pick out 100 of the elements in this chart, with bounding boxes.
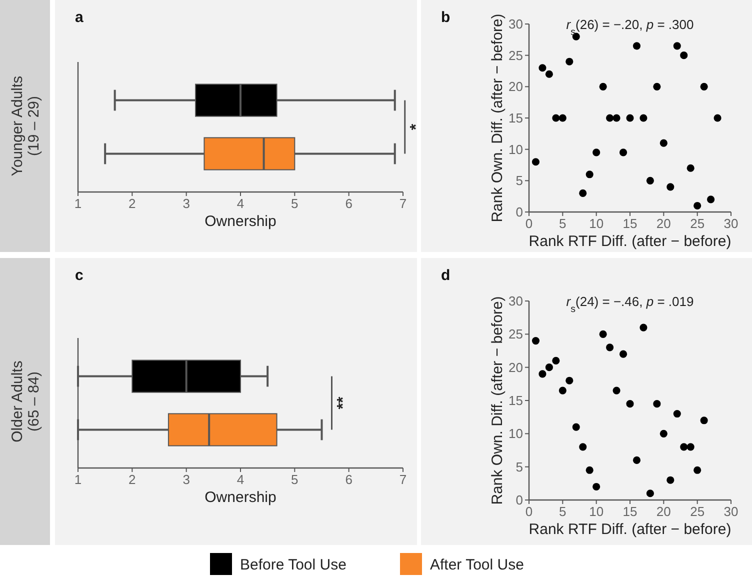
legend-label: After Tool Use [430, 556, 524, 574]
point [640, 324, 648, 332]
point [626, 114, 634, 122]
point [612, 386, 620, 394]
x-tick-label: 6 [345, 472, 352, 487]
point [660, 139, 668, 147]
x-tick-label: 10 [589, 504, 604, 519]
y-tick-label: 30 [508, 294, 523, 309]
y-tick-label: 5 [516, 459, 523, 474]
y-tick-label: 15 [508, 110, 523, 126]
y-tick-label: 10 [508, 426, 523, 442]
point [599, 82, 607, 90]
point [592, 482, 600, 491]
x-tick-label: 7 [399, 196, 407, 211]
point [566, 376, 574, 384]
point [572, 423, 580, 431]
point [660, 430, 668, 438]
x-tick-label: 30 [724, 216, 738, 231]
point [646, 490, 654, 498]
point [694, 466, 702, 474]
y-axis-title: Rank Own. Diff. (after − before) [489, 14, 506, 222]
x-tick-label: 3 [182, 472, 190, 487]
y-tick-label: 20 [508, 79, 523, 94]
x-axis-title: Rank RTF Diff. (after − before) [528, 521, 732, 538]
point [532, 158, 540, 166]
y-tick-label: 15 [508, 393, 523, 408]
x-tick-label: 2 [128, 196, 136, 211]
y-tick-label: 5 [516, 173, 523, 188]
x-tick-label: 7 [399, 472, 407, 487]
point [545, 70, 553, 78]
x-axis-title: Rank RTF Diff. (after − before) [528, 233, 732, 250]
point [612, 114, 620, 122]
x-tick-label: 4 [236, 196, 244, 211]
x-tick-label: 5 [291, 472, 298, 487]
chart-title: c [75, 267, 84, 284]
point [606, 344, 614, 352]
y-tick-label: 25 [508, 48, 523, 63]
x-tick-label: 3 [182, 196, 190, 211]
point [592, 148, 600, 156]
point [700, 416, 708, 424]
point [586, 466, 594, 474]
point [606, 114, 614, 122]
point [680, 443, 688, 451]
x-tick-label: 25 [690, 504, 705, 519]
point [545, 364, 553, 372]
chart-title: d [441, 267, 450, 284]
point [686, 164, 694, 172]
point [653, 400, 661, 408]
point [632, 42, 641, 50]
text: * [408, 123, 426, 130]
x-tick-label: 15 [622, 216, 638, 231]
point [632, 456, 641, 464]
x-tick-label: 0 [525, 504, 533, 519]
y-tick-label: 10 [508, 142, 523, 157]
y-axis-title: Younger Adults (19 – 29) [9, 76, 42, 176]
x-axis-title: Ownership [204, 213, 276, 230]
x-tick-label: 15 [622, 504, 638, 519]
point [586, 170, 594, 178]
x-tick-label: 30 [724, 504, 738, 519]
point [673, 42, 681, 50]
y-tick-label: 25 [508, 326, 523, 342]
y-tick-label: 30 [508, 16, 523, 32]
x-tick-label: 6 [345, 196, 352, 211]
x-tick-label: 1 [74, 472, 82, 487]
point [619, 350, 628, 358]
x-tick-label: 2 [128, 472, 136, 487]
annotation: r$_{s}$(24) = −.46, p = .019 [566, 294, 694, 314]
point [694, 202, 702, 210]
point [558, 386, 566, 394]
point [552, 356, 560, 364]
y-axis-title: Older Adults (65 – 84) [9, 360, 42, 442]
point [626, 400, 634, 408]
annotation: ** [334, 396, 352, 410]
y-tick-label: 20 [508, 360, 523, 375]
y-tick-label: 0 [516, 492, 523, 508]
x-tick-label: 5 [559, 504, 566, 519]
point [666, 183, 674, 191]
chart-title: a [75, 9, 84, 26]
x-axis-title: Ownership [204, 489, 276, 506]
point [558, 114, 566, 122]
point [579, 443, 587, 451]
x-tick-label: 1 [74, 196, 82, 211]
x-tick-label: 25 [690, 216, 705, 231]
point [538, 370, 546, 378]
annotation: r$_{s}$(26) = −.20, p = .300 [566, 17, 694, 38]
point [686, 443, 694, 451]
point [579, 189, 587, 197]
point [666, 476, 674, 484]
point [552, 114, 560, 122]
point [566, 58, 574, 66]
point [646, 176, 654, 184]
point [619, 148, 628, 156]
point [673, 410, 681, 418]
point [538, 64, 546, 72]
point [714, 114, 722, 122]
point [640, 114, 648, 122]
x-tick-label: 5 [559, 216, 566, 231]
x-tick-label: 0 [525, 216, 533, 231]
point [653, 82, 661, 90]
y-axis-title: Rank Own. Diff. (after − before) [489, 296, 506, 505]
